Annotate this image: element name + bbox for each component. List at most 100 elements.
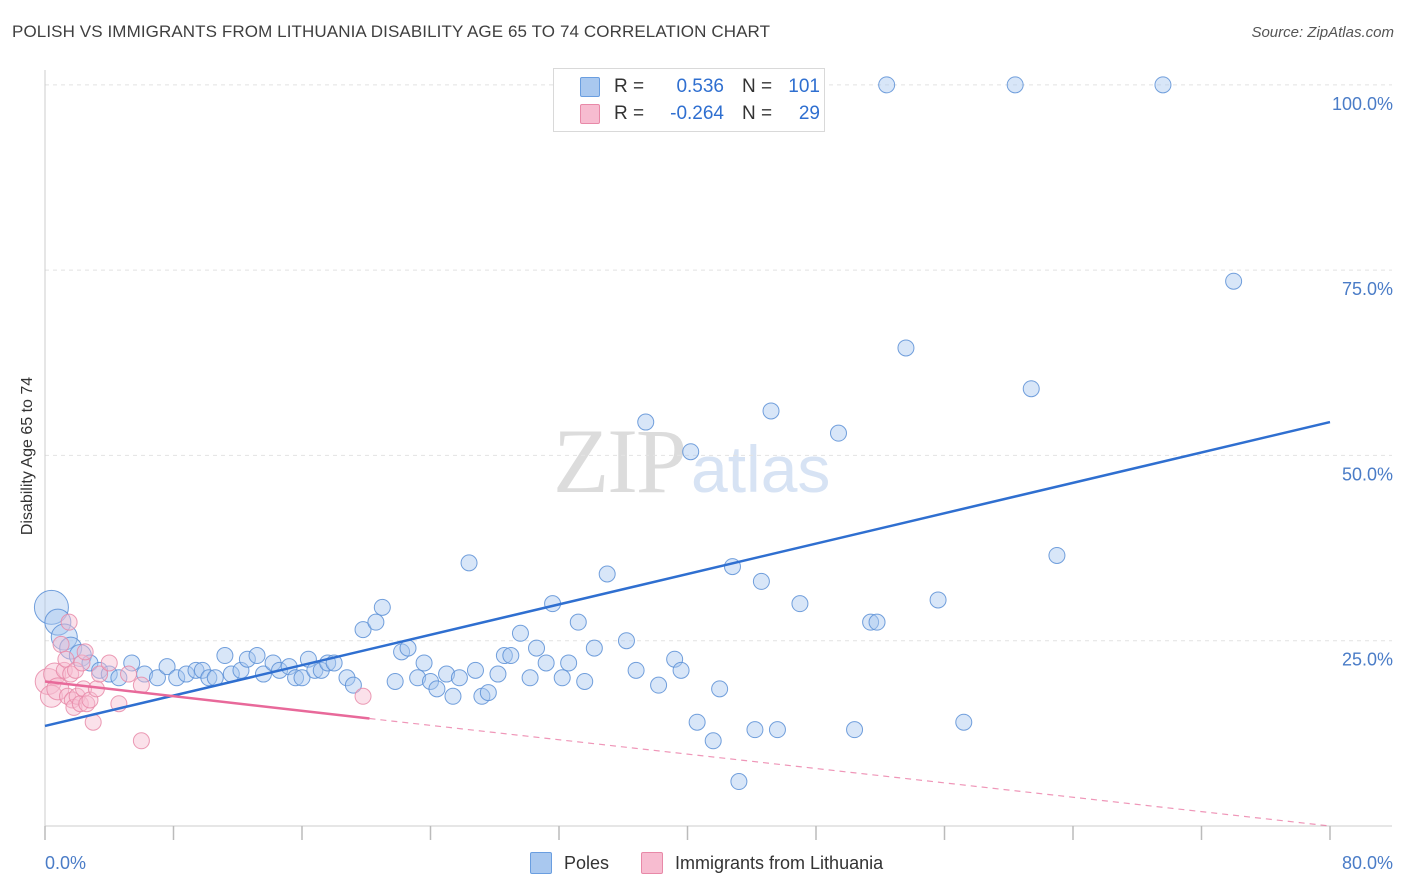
poles-point <box>868 613 886 631</box>
r-label: R = <box>614 76 645 97</box>
poles-point <box>768 721 786 739</box>
poles-point <box>466 661 484 679</box>
poles-point <box>287 669 305 687</box>
poles-legend-label: Poles <box>564 852 610 873</box>
poles-point <box>177 665 195 683</box>
lithuania-point <box>354 687 372 705</box>
poles-point <box>33 589 69 625</box>
series-legend: Poles Immigrants from Lithuania <box>530 852 915 874</box>
poles-point <box>752 572 770 590</box>
poles-point <box>650 676 668 694</box>
n-value: 101 <box>788 76 820 97</box>
poles-point <box>502 647 520 665</box>
poles-point <box>846 721 864 739</box>
poles-point <box>1048 546 1066 564</box>
poles-point <box>598 565 616 583</box>
poles-point <box>479 684 497 702</box>
poles-point <box>148 669 166 687</box>
n-label: N = <box>742 103 773 124</box>
poles-point <box>897 339 915 357</box>
poles-point <box>495 647 513 665</box>
lithuania-point <box>91 665 109 683</box>
poles-point <box>354 621 372 639</box>
poles-point <box>187 661 205 679</box>
lithuania-point <box>120 665 138 683</box>
r-label: R = <box>614 103 645 124</box>
poles-point <box>730 773 748 791</box>
poles-point <box>672 661 690 679</box>
poles-point <box>123 654 141 672</box>
x-tick-label: 0.0% <box>45 853 86 873</box>
poles-point <box>409 669 427 687</box>
chart-title: POLISH VS IMMIGRANTS FROM LITHUANIA DISA… <box>12 22 771 41</box>
poles-point <box>878 76 896 94</box>
lithuania-point <box>52 635 70 653</box>
r-value: 0.536 <box>676 76 724 97</box>
poles-point <box>460 554 478 572</box>
poles-point <box>688 713 706 731</box>
poles-point <box>428 680 446 698</box>
n-value: 29 <box>798 103 820 124</box>
poles-point <box>238 650 256 668</box>
poles-point <box>1154 76 1172 94</box>
lithuania-trend-line <box>44 680 370 720</box>
poles-point <box>216 647 234 665</box>
poles-point <box>386 672 404 690</box>
poles-point <box>248 647 266 665</box>
poles-legend-swatch <box>530 852 552 874</box>
poles-point <box>438 665 456 683</box>
lithuania-point <box>76 643 94 661</box>
lithuania-point <box>132 732 150 750</box>
poles-point <box>627 661 645 679</box>
poles-point <box>666 650 684 668</box>
poles-point <box>344 676 362 694</box>
poles-trend-line <box>44 420 1331 728</box>
poles-point <box>585 639 603 657</box>
poles-point <box>576 672 594 690</box>
lithuania-trend-extension <box>369 717 1331 827</box>
poles-point <box>617 632 635 650</box>
lithuania-point <box>39 684 63 708</box>
poles-point <box>293 669 311 687</box>
lithuania-point <box>100 654 118 672</box>
legend-item-poles: Poles <box>530 852 609 874</box>
n-label: N = <box>742 76 773 97</box>
poles-point <box>711 680 729 698</box>
poles-point <box>1225 272 1243 290</box>
poles-point <box>367 613 385 631</box>
poles-point <box>511 624 529 642</box>
r-value: -0.264 <box>670 103 724 124</box>
legend-row-poles: R = 0.536 N = 101 <box>580 75 820 99</box>
poles-point <box>168 669 186 687</box>
poles-point <box>762 402 780 420</box>
poles-point <box>444 687 462 705</box>
x-tick-label: 80.0% <box>1342 853 1393 873</box>
poles-point <box>637 413 655 431</box>
poles-point <box>200 669 218 687</box>
lithuania-legend-swatch <box>641 852 664 874</box>
poles-point <box>59 636 83 660</box>
poles-point <box>528 639 546 657</box>
poles-point <box>682 443 700 461</box>
y-tick-label: 100.0% <box>1332 94 1393 114</box>
poles-point <box>704 732 722 750</box>
poles-point <box>862 613 880 631</box>
poles-point <box>537 654 555 672</box>
y-tick-label: 50.0% <box>1342 464 1393 484</box>
lithuania-swatch <box>580 104 600 124</box>
poles-point <box>569 613 587 631</box>
lithuania-point <box>60 613 78 631</box>
poles-point <box>955 713 973 731</box>
legend-item-lithuania: Immigrants from Lithuania <box>641 852 883 874</box>
poles-point <box>560 654 578 672</box>
y-tick-label: 25.0% <box>1342 650 1393 670</box>
poles-point <box>929 591 947 609</box>
poles-point <box>450 669 468 687</box>
poles-point <box>1006 76 1024 94</box>
poles-swatch <box>580 77 600 97</box>
poles-point <box>158 658 176 676</box>
poles-point <box>373 598 391 616</box>
lithuania-point <box>43 662 67 686</box>
lithuania-legend-label: Immigrants from Lithuania <box>675 852 884 873</box>
